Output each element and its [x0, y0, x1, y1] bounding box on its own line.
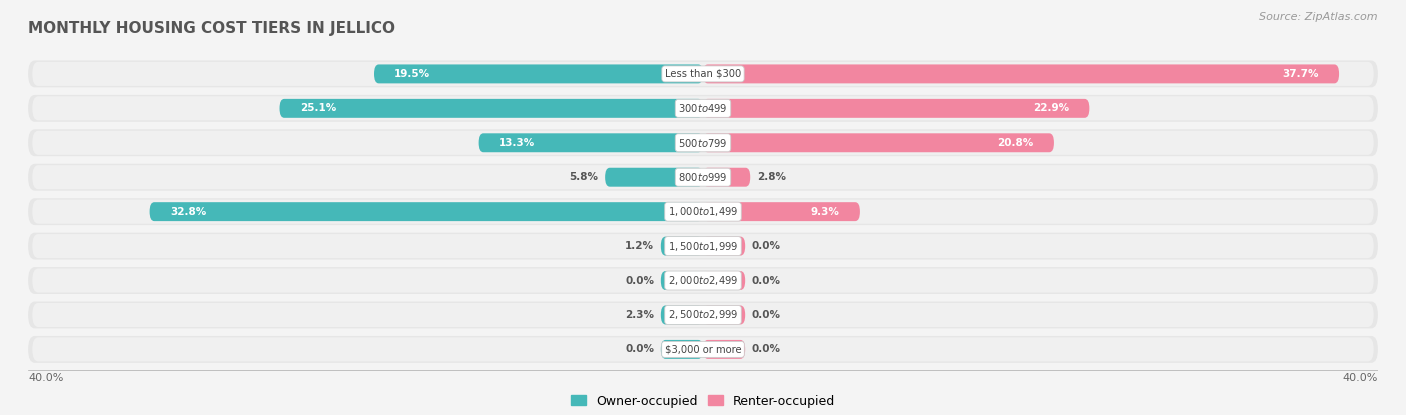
FancyBboxPatch shape — [703, 340, 745, 359]
FancyBboxPatch shape — [661, 271, 703, 290]
Text: $2,500 to $2,999: $2,500 to $2,999 — [668, 308, 738, 322]
FancyBboxPatch shape — [28, 336, 1378, 363]
Text: 0.0%: 0.0% — [626, 344, 654, 354]
FancyBboxPatch shape — [32, 96, 1374, 120]
FancyBboxPatch shape — [28, 95, 1378, 122]
Text: 20.8%: 20.8% — [997, 138, 1033, 148]
Text: Less than $300: Less than $300 — [665, 69, 741, 79]
FancyBboxPatch shape — [605, 168, 703, 187]
Text: 19.5%: 19.5% — [394, 69, 430, 79]
Text: $3,000 or more: $3,000 or more — [665, 344, 741, 354]
Text: 2.3%: 2.3% — [626, 310, 654, 320]
FancyBboxPatch shape — [32, 131, 1374, 155]
FancyBboxPatch shape — [703, 305, 745, 325]
Text: 32.8%: 32.8% — [170, 207, 207, 217]
FancyBboxPatch shape — [28, 164, 1378, 190]
FancyBboxPatch shape — [703, 271, 745, 290]
FancyBboxPatch shape — [32, 269, 1374, 293]
FancyBboxPatch shape — [28, 198, 1378, 225]
FancyBboxPatch shape — [28, 233, 1378, 259]
Text: 0.0%: 0.0% — [752, 344, 780, 354]
Text: 9.3%: 9.3% — [811, 207, 839, 217]
FancyBboxPatch shape — [149, 202, 703, 221]
FancyBboxPatch shape — [32, 337, 1374, 361]
FancyBboxPatch shape — [32, 200, 1374, 224]
Text: 1.2%: 1.2% — [626, 241, 654, 251]
FancyBboxPatch shape — [703, 237, 745, 256]
Text: $500 to $799: $500 to $799 — [678, 137, 728, 149]
Text: Source: ZipAtlas.com: Source: ZipAtlas.com — [1260, 12, 1378, 22]
FancyBboxPatch shape — [28, 129, 1378, 156]
FancyBboxPatch shape — [32, 234, 1374, 258]
Text: 40.0%: 40.0% — [1343, 373, 1378, 383]
FancyBboxPatch shape — [280, 99, 703, 118]
Text: $300 to $499: $300 to $499 — [678, 103, 728, 115]
Text: 40.0%: 40.0% — [28, 373, 63, 383]
Text: 13.3%: 13.3% — [499, 138, 536, 148]
FancyBboxPatch shape — [703, 99, 1090, 118]
FancyBboxPatch shape — [703, 64, 1339, 83]
Text: $1,500 to $1,999: $1,500 to $1,999 — [668, 239, 738, 253]
Text: 37.7%: 37.7% — [1282, 69, 1319, 79]
FancyBboxPatch shape — [28, 302, 1378, 328]
Text: 25.1%: 25.1% — [299, 103, 336, 113]
FancyBboxPatch shape — [28, 61, 1378, 87]
FancyBboxPatch shape — [32, 303, 1374, 327]
FancyBboxPatch shape — [374, 64, 703, 83]
FancyBboxPatch shape — [478, 133, 703, 152]
FancyBboxPatch shape — [703, 133, 1054, 152]
Text: 0.0%: 0.0% — [752, 276, 780, 286]
Text: 2.8%: 2.8% — [756, 172, 786, 182]
FancyBboxPatch shape — [661, 340, 703, 359]
Text: $2,000 to $2,499: $2,000 to $2,499 — [668, 274, 738, 287]
Text: $1,000 to $1,499: $1,000 to $1,499 — [668, 205, 738, 218]
FancyBboxPatch shape — [661, 305, 703, 325]
Text: 0.0%: 0.0% — [752, 310, 780, 320]
FancyBboxPatch shape — [32, 62, 1374, 86]
Text: MONTHLY HOUSING COST TIERS IN JELLICO: MONTHLY HOUSING COST TIERS IN JELLICO — [28, 21, 395, 36]
Text: 0.0%: 0.0% — [626, 276, 654, 286]
FancyBboxPatch shape — [703, 202, 860, 221]
Text: 5.8%: 5.8% — [569, 172, 599, 182]
Text: 22.9%: 22.9% — [1033, 103, 1069, 113]
FancyBboxPatch shape — [28, 267, 1378, 294]
Text: $800 to $999: $800 to $999 — [678, 171, 728, 183]
Legend: Owner-occupied, Renter-occupied: Owner-occupied, Renter-occupied — [567, 390, 839, 413]
FancyBboxPatch shape — [32, 165, 1374, 189]
FancyBboxPatch shape — [703, 168, 751, 187]
FancyBboxPatch shape — [661, 237, 703, 256]
Text: 0.0%: 0.0% — [752, 241, 780, 251]
